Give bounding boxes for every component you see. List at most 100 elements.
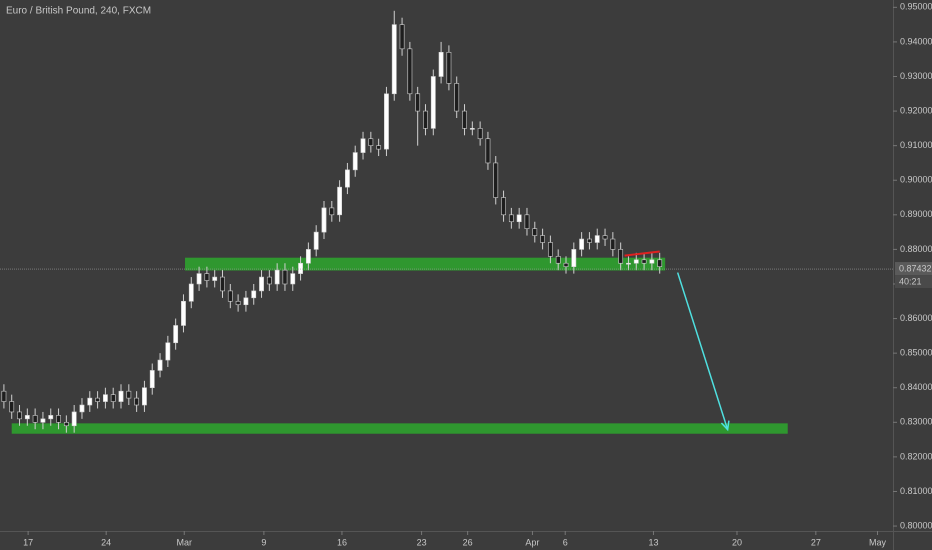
candle-body: [633, 259, 639, 264]
candle-body: [110, 394, 116, 402]
last-price-label: 0.87432: [899, 263, 932, 273]
candle-body: [126, 390, 132, 399]
candle-body: [181, 300, 186, 326]
candle-body: [430, 76, 436, 129]
y-tick-label: 0.88000: [900, 244, 932, 254]
forecast-arrow-head: [720, 420, 730, 432]
candle-body: [516, 214, 522, 223]
candle-body: [594, 235, 600, 243]
candle-body: [196, 273, 202, 285]
candle-body: [102, 394, 108, 402]
y-tick-label: 0.80000: [900, 520, 932, 530]
candle-body: [32, 415, 38, 423]
x-tick-label: 26: [463, 537, 473, 547]
candle-body: [188, 283, 194, 302]
candle-body: [329, 207, 335, 216]
candle-body: [63, 422, 69, 427]
y-tick-label: 0.91000: [900, 140, 932, 150]
candle-body: [337, 186, 343, 216]
candle-body: [9, 401, 15, 413]
support-zone: [185, 257, 666, 271]
candle-body: [17, 411, 22, 420]
candle-body: [423, 110, 428, 129]
y-tick-label: 0.86000: [900, 313, 932, 323]
candle-body: [532, 228, 538, 236]
y-tick-label: 0.94000: [900, 36, 932, 46]
x-tick-label: 23: [417, 537, 427, 547]
y-tick-label: 0.83000: [900, 417, 932, 427]
candle-body: [313, 231, 319, 250]
candle-body: [571, 249, 577, 267]
candle-body: [384, 93, 389, 150]
candle-body: [610, 238, 616, 250]
candle-body: [352, 152, 358, 171]
candle-body: [95, 397, 100, 402]
candle-body: [493, 162, 499, 198]
candle-body: [618, 249, 624, 264]
candle-body: [1, 390, 7, 402]
candle-body: [641, 259, 647, 264]
support-zone: [11, 423, 788, 434]
y-tick-label: 0.82000: [900, 451, 932, 461]
candle-body: [266, 276, 272, 285]
candle-body: [243, 297, 249, 306]
candle-body: [235, 300, 241, 306]
candle-body: [134, 397, 140, 406]
x-tick-label: 17: [23, 537, 33, 547]
candle-body: [477, 128, 483, 140]
candle-body: [454, 83, 460, 112]
candle-body: [540, 235, 545, 243]
x-tick-label: 6: [563, 537, 568, 547]
candle-body: [469, 128, 475, 130]
candle-body: [259, 276, 264, 292]
candle-body: [282, 269, 288, 285]
candle-body: [360, 138, 366, 153]
candle-body: [555, 256, 561, 264]
candle-body: [626, 262, 631, 265]
x-tick-label: 27: [811, 537, 821, 547]
candle-body: [274, 269, 280, 285]
candle-body: [602, 235, 608, 240]
candle-body: [649, 259, 655, 264]
candle-body: [579, 238, 585, 250]
x-tick-label: Mar: [176, 537, 192, 547]
candle-body: [547, 242, 553, 257]
candle-body: [485, 138, 491, 164]
candle-body: [40, 418, 46, 423]
candle-body: [149, 370, 155, 389]
candle-body: [227, 290, 233, 302]
candle-body: [24, 415, 30, 420]
candle-body: [415, 93, 421, 112]
candle-body: [220, 276, 225, 292]
y-tick-label: 0.81000: [900, 486, 932, 496]
x-tick-label: 9: [261, 537, 266, 547]
candle-body: [524, 214, 530, 229]
candle-body: [212, 276, 218, 281]
candle-body: [368, 138, 374, 146]
countdown-label: 40:21: [899, 276, 922, 286]
candle-body: [118, 390, 124, 402]
candle-body: [56, 415, 61, 423]
candle-body: [501, 197, 506, 216]
candle-body: [251, 290, 257, 299]
candle-body: [305, 249, 311, 264]
last-price-box: [895, 262, 932, 276]
candle-body: [165, 342, 171, 361]
candle-body: [587, 238, 592, 243]
candle-body: [391, 24, 397, 95]
candle-body: [563, 262, 569, 267]
candle-body: [290, 273, 296, 285]
x-tick-label: May: [869, 537, 887, 547]
y-tick-label: 0.92000: [900, 105, 932, 115]
candle-body: [376, 145, 382, 150]
x-tick-label: 16: [337, 537, 347, 547]
candle-body: [446, 51, 452, 84]
y-tick-label: 0.84000: [900, 382, 932, 392]
candle-body: [657, 259, 663, 267]
candle-body: [508, 214, 514, 223]
trend-line: [624, 250, 660, 257]
x-tick-label: 24: [101, 537, 111, 547]
y-tick-label: 0.95000: [900, 2, 932, 12]
y-tick-label: 0.85000: [900, 348, 932, 358]
